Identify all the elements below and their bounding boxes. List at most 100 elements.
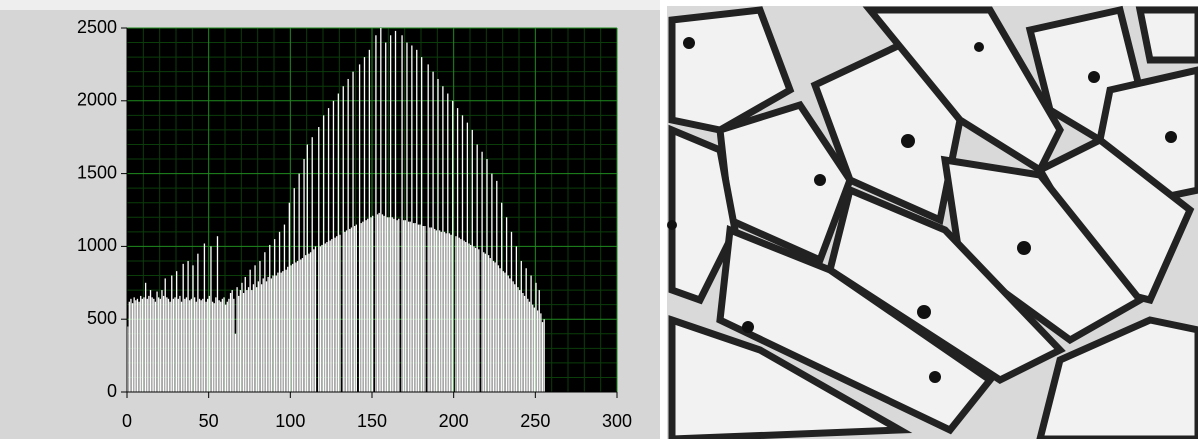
bar xyxy=(140,295,142,392)
bar xyxy=(538,290,540,392)
bar xyxy=(497,265,500,392)
bar xyxy=(321,244,323,392)
bar xyxy=(362,221,364,392)
bar xyxy=(416,49,418,393)
bar xyxy=(198,298,201,392)
bar xyxy=(305,255,307,392)
bar xyxy=(530,275,532,392)
bar xyxy=(291,263,294,392)
bar xyxy=(344,231,346,392)
bar xyxy=(296,260,299,392)
bar xyxy=(458,237,460,392)
panel-top xyxy=(0,0,660,10)
bar xyxy=(218,300,220,392)
y-tick-label: 1500 xyxy=(77,162,117,182)
bar xyxy=(185,297,188,392)
bar xyxy=(372,215,374,392)
bar xyxy=(301,258,304,392)
bar xyxy=(483,252,485,392)
bar xyxy=(452,100,454,393)
bar xyxy=(512,281,514,392)
bar xyxy=(242,292,245,392)
bar xyxy=(162,295,165,392)
bar xyxy=(184,298,186,392)
bar xyxy=(205,301,207,392)
bar xyxy=(414,223,416,392)
bar xyxy=(448,233,451,392)
x-tick-label: 0 xyxy=(122,411,132,431)
x-tick-label: 300 xyxy=(602,411,632,431)
bar xyxy=(519,290,521,392)
bar xyxy=(247,287,250,392)
bar xyxy=(486,159,488,392)
bar xyxy=(318,127,320,393)
y-tick-label: 2500 xyxy=(77,17,117,37)
bar xyxy=(207,298,209,392)
bar xyxy=(478,249,480,392)
bar xyxy=(285,269,287,392)
bar xyxy=(251,290,253,392)
bar xyxy=(239,290,242,392)
bar xyxy=(421,57,423,393)
bar xyxy=(368,49,371,393)
bar xyxy=(308,253,310,392)
bar xyxy=(130,298,132,392)
bar xyxy=(360,223,362,392)
bar xyxy=(274,239,276,392)
bar xyxy=(254,265,256,392)
bar xyxy=(434,228,436,392)
bar xyxy=(241,282,243,392)
bar xyxy=(466,122,469,392)
bars xyxy=(127,28,545,393)
bar xyxy=(339,234,341,392)
bar xyxy=(515,246,518,392)
bar xyxy=(342,86,344,393)
bar xyxy=(223,297,225,392)
bar xyxy=(141,298,144,392)
bar xyxy=(401,35,403,392)
bar xyxy=(197,253,199,392)
bar xyxy=(287,266,289,392)
bar xyxy=(311,137,313,392)
bar xyxy=(195,301,197,392)
bar xyxy=(236,287,238,392)
bar xyxy=(417,224,420,392)
bar xyxy=(365,220,367,392)
bar xyxy=(269,244,271,392)
bar xyxy=(148,295,150,392)
bar xyxy=(169,301,171,392)
bar xyxy=(523,295,526,392)
x-tick-label: 200 xyxy=(439,411,469,431)
bar xyxy=(319,246,322,392)
bar xyxy=(332,100,335,393)
bar xyxy=(386,217,389,392)
bar xyxy=(522,292,524,392)
bar xyxy=(180,301,183,392)
bar xyxy=(216,236,219,392)
bar xyxy=(463,240,465,392)
bar xyxy=(396,220,398,392)
bar xyxy=(487,255,490,392)
x-tick-label: 250 xyxy=(520,411,550,431)
bar xyxy=(327,108,330,392)
bar xyxy=(231,290,233,392)
bar xyxy=(352,71,354,393)
bar xyxy=(260,284,263,392)
bar xyxy=(363,57,366,393)
bar xyxy=(213,303,215,392)
bar xyxy=(136,298,139,392)
bar xyxy=(496,180,498,392)
bar xyxy=(187,260,189,392)
bar xyxy=(215,297,217,392)
bar xyxy=(411,45,413,393)
bar xyxy=(499,268,501,392)
bar xyxy=(288,202,291,392)
bar xyxy=(533,307,536,392)
bar xyxy=(303,159,305,392)
bar xyxy=(355,224,357,392)
bar xyxy=(407,221,410,392)
bar xyxy=(502,271,504,392)
bar xyxy=(234,333,237,392)
bar xyxy=(388,217,390,392)
bar xyxy=(156,291,158,392)
